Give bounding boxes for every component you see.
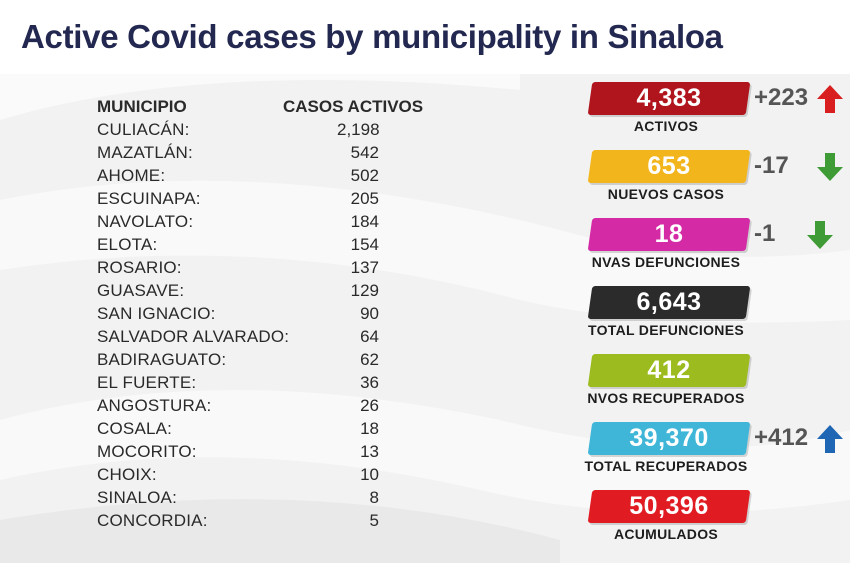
municipio-name: ROSARIO: — [97, 258, 182, 277]
casos-activos-value: 10 — [360, 465, 379, 484]
table-row: CONCORDIA: 5 — [97, 511, 457, 534]
table-body: CULIACÁN: 2,198 MAZATLÁN: 542 AHOME: 502 ESCUI… — [97, 120, 457, 534]
stat-label: NVAS DEFUNCIONES — [591, 254, 741, 270]
casos-activos-value: 13 — [360, 442, 379, 461]
casos-activos-value: 8 — [369, 488, 379, 507]
municipio-name: MAZATLÁN: — [97, 143, 193, 162]
casos-activos-value: 502 — [350, 166, 379, 185]
municipio-name: COSALA: — [97, 419, 173, 438]
stat-value: 412 — [647, 356, 691, 384]
stat-card: 50,396 ACUMULADOS — [574, 490, 850, 550]
table-row: ANGOSTURA: 26 — [97, 396, 457, 419]
up-arrow-icon — [817, 425, 843, 453]
casos-activos-value: 18 — [360, 419, 379, 438]
column-header-casos-activos: CASOS ACTIVOS — [283, 97, 424, 116]
stat-delta: -1 — [754, 220, 776, 247]
casos-activos-value: 129 — [350, 281, 379, 300]
stat-delta: +223 — [754, 84, 809, 111]
stat-value: 50,396 — [629, 492, 709, 520]
municipio-name: EL FUERTE: — [97, 373, 197, 392]
table-row: AHOME: 502 — [97, 166, 457, 189]
casos-activos-value: 137 — [350, 258, 379, 277]
stat-label: NUEVOS CASOS — [607, 186, 725, 202]
table-row: BADIRAGUATO: 62 — [97, 350, 457, 373]
stat-card: 18 NVAS DEFUNCIONES -1 — [574, 218, 850, 278]
municipio-name: GUASAVE: — [97, 281, 185, 300]
casos-activos-value: 5 — [369, 511, 379, 530]
table-row: EL FUERTE: 36 — [97, 373, 457, 396]
municipio-name: AHOME: — [97, 166, 166, 185]
stat-label: TOTAL RECUPERADOS — [584, 458, 748, 474]
table-row: ELOTA: 154 — [97, 235, 457, 258]
stat-value: 18 — [654, 220, 684, 248]
municipio-name: CONCORDIA: — [97, 511, 208, 530]
down-arrow-icon — [817, 153, 843, 181]
stat-card: 6,643 TOTAL DEFUNCIONES — [574, 286, 850, 346]
header-band: Active Covid cases by municipality in Si… — [0, 0, 850, 74]
casos-activos-value: 26 — [360, 396, 379, 415]
stat-card: 412 NVOS RECUPERADOS — [574, 354, 850, 414]
stat-card: 4,383 ACTIVOS +223 — [574, 82, 850, 142]
stat-delta: +412 — [754, 424, 809, 451]
municipio-name: MOCORITO: — [97, 442, 197, 461]
table-header-row: MUNICIPIO CASOS ACTIVOS — [97, 97, 457, 120]
stat-card: 653 NUEVOS CASOS -17 — [574, 150, 850, 210]
table-row: CULIACÁN: 2,198 — [97, 120, 457, 143]
municipio-name: BADIRAGUATO: — [97, 350, 227, 369]
column-header-municipio: MUNICIPIO — [97, 97, 187, 116]
municipio-name: SALVADOR ALVARADO: — [97, 327, 290, 346]
casos-activos-value: 184 — [350, 212, 379, 231]
table-row: CHOIX: 10 — [97, 465, 457, 488]
municipio-name: CULIACÁN: — [97, 120, 190, 139]
stat-label: TOTAL DEFUNCIONES — [588, 322, 744, 338]
casos-activos-value: 36 — [360, 373, 379, 392]
municipio-name: ELOTA: — [97, 235, 158, 254]
table-row: NAVOLATO: 184 — [97, 212, 457, 235]
municipio-name: NAVOLATO: — [97, 212, 194, 231]
casos-activos-value: 64 — [360, 327, 379, 346]
stat-card: 39,370 TOTAL RECUPERADOS +412 — [574, 422, 850, 482]
down-arrow-icon — [807, 221, 833, 249]
cases-table: MUNICIPIO CASOS ACTIVOS CULIACÁN: 2,198 MA… — [97, 97, 457, 534]
stat-label: NVOS RECUPERADOS — [587, 390, 745, 406]
table-row: SALVADOR ALVARADO: 64 — [97, 327, 457, 350]
table-row: SAN IGNACIO: 90 — [97, 304, 457, 327]
municipio-name: CHOIX: — [97, 465, 157, 484]
table-row: ROSARIO: 137 — [97, 258, 457, 281]
table-row: ESCUINAPA: 205 — [97, 189, 457, 212]
page-title: Active Covid cases by municipality in Si… — [21, 18, 723, 55]
stat-label: ACUMULADOS — [613, 526, 719, 542]
up-arrow-icon — [817, 85, 843, 113]
casos-activos-value: 205 — [350, 189, 379, 208]
table-row: COSALA: 18 — [97, 419, 457, 442]
municipio-name: SAN IGNACIO: — [97, 304, 216, 323]
stat-value: 39,370 — [629, 424, 709, 452]
casos-activos-value: 2,198 — [337, 120, 380, 139]
table-row: SINALOA: 8 — [97, 488, 457, 511]
casos-activos-value: 90 — [360, 304, 379, 323]
table-row: MOCORITO: 13 — [97, 442, 457, 465]
stat-value: 4,383 — [636, 84, 702, 112]
stat-value: 6,643 — [636, 288, 702, 316]
table-row: GUASAVE: 129 — [97, 281, 457, 304]
casos-activos-value: 62 — [360, 350, 379, 369]
municipio-name: ESCUINAPA: — [97, 189, 201, 208]
stat-value: 653 — [647, 152, 691, 180]
municipio-name: SINALOA: — [97, 488, 178, 507]
stat-label: ACTIVOS — [633, 118, 699, 134]
municipio-name: ANGOSTURA: — [97, 396, 212, 415]
stat-delta: -17 — [754, 152, 789, 179]
casos-activos-value: 542 — [350, 143, 379, 162]
table-row: MAZATLÁN: 542 — [97, 143, 457, 166]
casos-activos-value: 154 — [350, 235, 379, 254]
